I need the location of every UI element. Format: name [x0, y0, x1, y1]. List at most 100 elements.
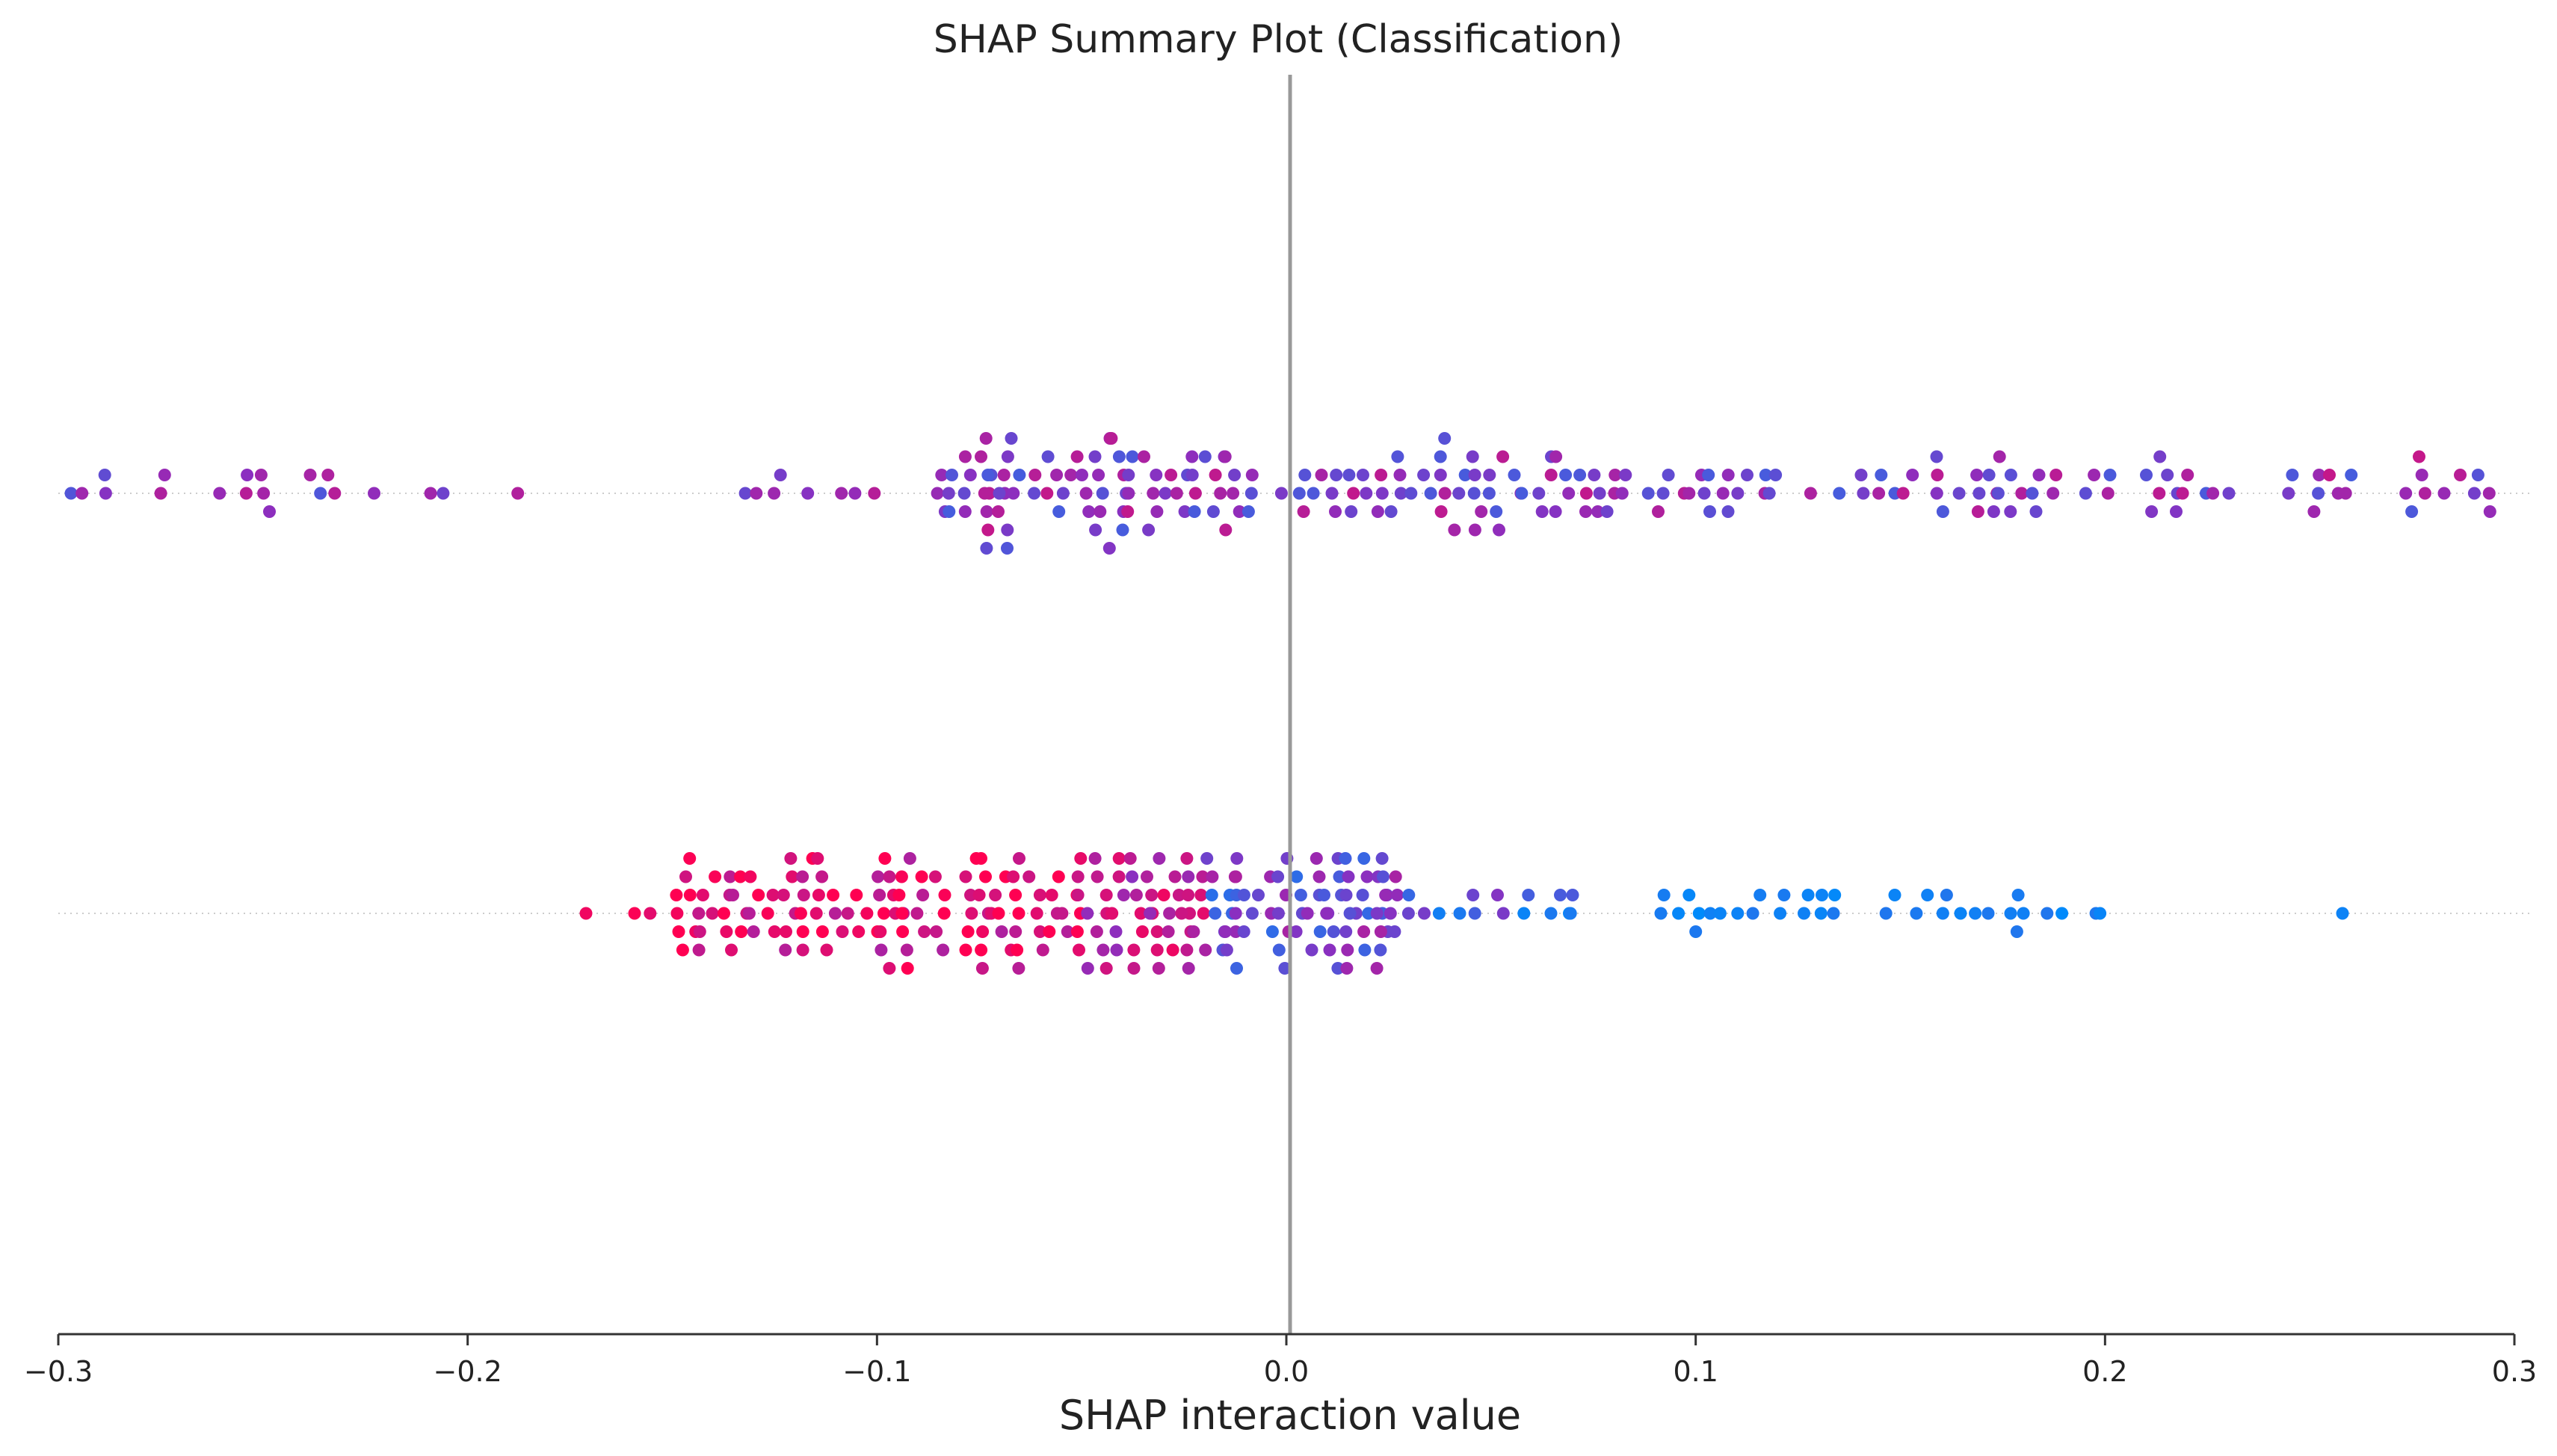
- shap-point: [2161, 469, 2174, 481]
- shap-point: [835, 487, 848, 500]
- shap-point: [1515, 487, 1529, 500]
- shap-point: [1009, 925, 1023, 938]
- shap-point: [1970, 469, 1984, 481]
- shap-point: [1153, 852, 1166, 865]
- shap-point: [1356, 889, 1369, 901]
- shap-point: [975, 943, 988, 957]
- shap-point: [1424, 487, 1437, 500]
- shap-point: [154, 487, 167, 500]
- shap-point: [683, 852, 697, 865]
- shap-point: [797, 889, 810, 901]
- shap-point: [1342, 469, 1356, 481]
- shap-point: [1307, 487, 1320, 500]
- shap-point: [895, 907, 909, 920]
- shap-point: [241, 469, 254, 481]
- shap-point: [672, 925, 685, 938]
- shap-point: [1762, 487, 1776, 500]
- shap-point: [1218, 925, 1232, 938]
- shap-point: [916, 889, 930, 901]
- shap-point: [368, 487, 380, 500]
- shap-point: [1214, 487, 1227, 500]
- shap-point: [852, 925, 866, 938]
- shap-point: [980, 505, 993, 518]
- shap-point: [1453, 907, 1466, 920]
- shap-point: [796, 925, 809, 938]
- shap-point: [1055, 907, 1069, 920]
- shap-point: [815, 925, 829, 938]
- shap-point: [935, 469, 949, 481]
- shap-point: [1342, 870, 1355, 883]
- shap-point: [752, 889, 765, 901]
- shap-point: [1112, 450, 1126, 463]
- shap-point: [937, 907, 951, 920]
- shap-point: [1150, 469, 1163, 481]
- shap-point: [1001, 450, 1014, 463]
- shap-point: [1930, 487, 1943, 500]
- shap-point: [1401, 907, 1415, 920]
- shap-point: [303, 469, 317, 481]
- shap-point: [1121, 505, 1135, 518]
- shap-point: [1178, 505, 1191, 518]
- shap-point: [2312, 487, 2325, 500]
- shap-point: [718, 907, 730, 920]
- shap-point: [1371, 505, 1384, 518]
- shap-point: [1798, 907, 1810, 920]
- shap-point: [1297, 505, 1310, 518]
- shap-point: [1906, 469, 1919, 481]
- shap-point: [2049, 469, 2063, 481]
- shap-point: [2010, 925, 2023, 938]
- shap-point: [1112, 852, 1126, 865]
- shap-point: [877, 907, 890, 920]
- shap-point: [1045, 889, 1058, 901]
- shap-point: [1230, 962, 1243, 975]
- shap-point: [883, 962, 896, 975]
- shap-point: [976, 925, 990, 938]
- shap-point: [1007, 870, 1020, 883]
- shap-point: [1052, 870, 1065, 883]
- shap-point: [1374, 943, 1387, 957]
- shap-point: [1218, 450, 1232, 463]
- shap-point: [2170, 505, 2183, 518]
- shap-point: [1180, 943, 1194, 957]
- shap-point: [2094, 907, 2107, 920]
- shap-point: [2153, 487, 2166, 500]
- shap-point: [709, 870, 722, 883]
- shap-point: [1005, 432, 1018, 445]
- shap-point: [1187, 925, 1200, 938]
- shap-point: [1197, 907, 1210, 920]
- shap-point: [1081, 907, 1094, 920]
- shap-point: [2336, 907, 2349, 920]
- shap-point: [2029, 505, 2043, 518]
- shap-point: [1034, 925, 1046, 938]
- x-tick-label: −0.2: [434, 1355, 502, 1388]
- shap-point: [1122, 469, 1135, 481]
- shap-point: [1329, 505, 1342, 518]
- shap-point: [1163, 907, 1176, 920]
- shap-point: [1522, 889, 1535, 901]
- shap-point: [1654, 907, 1668, 920]
- shap-point: [1219, 523, 1233, 537]
- shap-point: [1099, 889, 1113, 901]
- shap-point: [2004, 907, 2017, 920]
- shap-point: [1573, 469, 1587, 481]
- shap-point: [1126, 450, 1139, 463]
- shap-point: [780, 925, 792, 938]
- shap-point: [1491, 889, 1504, 901]
- shap-point: [1827, 907, 1840, 920]
- shap-point: [1074, 852, 1088, 865]
- shap-point: [1559, 469, 1573, 481]
- shap-point: [915, 870, 928, 883]
- shap-point: [794, 907, 807, 920]
- shap-point: [1896, 487, 1910, 500]
- shap-point: [1657, 889, 1671, 901]
- shap-point: [1116, 523, 1129, 537]
- shap-point: [321, 469, 335, 481]
- shap-point: [1588, 469, 1601, 481]
- shap-point: [1641, 487, 1655, 500]
- shap-point: [815, 870, 829, 883]
- shap-point: [2418, 487, 2431, 500]
- shap-point: [1969, 907, 1982, 920]
- shap-point: [1141, 870, 1153, 883]
- shap-point: [1090, 925, 1103, 938]
- shap-point: [1562, 487, 1576, 500]
